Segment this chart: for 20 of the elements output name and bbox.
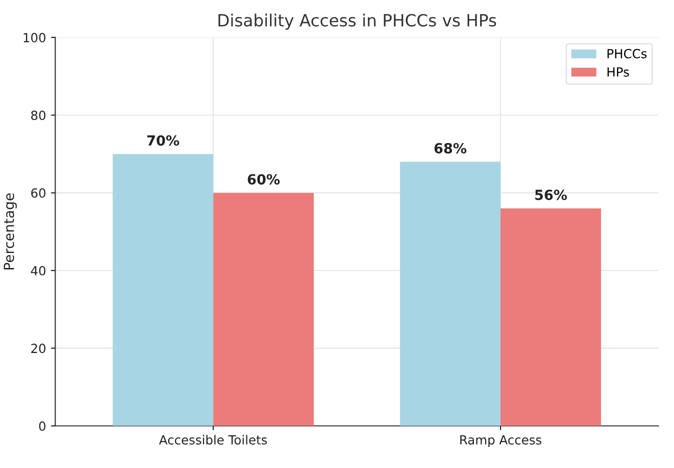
y-tick-label: 60 — [31, 188, 46, 198]
bar — [500, 208, 602, 426]
bar — [213, 192, 314, 426]
legend-label: PHCCs — [608, 48, 647, 58]
y-tick-label: 40 — [30, 266, 46, 276]
y-axis-title: Percentage — [4, 193, 17, 270]
chart-title: Disability Access in PHCCs vs HPs — [218, 14, 496, 30]
bar — [112, 154, 214, 426]
bar — [400, 162, 501, 426]
data-label: 68% — [434, 142, 466, 154]
y-tick-label: 80 — [31, 110, 46, 120]
y-tick-label: 100 — [24, 32, 46, 42]
legend-label: HPs — [608, 67, 629, 77]
data-label: 60% — [248, 174, 280, 185]
y-tick-label: 20 — [31, 344, 46, 354]
y-tick-label: 0 — [39, 421, 46, 431]
data-label: 70% — [147, 135, 180, 146]
data-label: 56% — [535, 190, 567, 200]
x-tick-label: Ramp Access — [460, 435, 542, 448]
x-tick-label: Accessible Toilets — [159, 434, 267, 445]
